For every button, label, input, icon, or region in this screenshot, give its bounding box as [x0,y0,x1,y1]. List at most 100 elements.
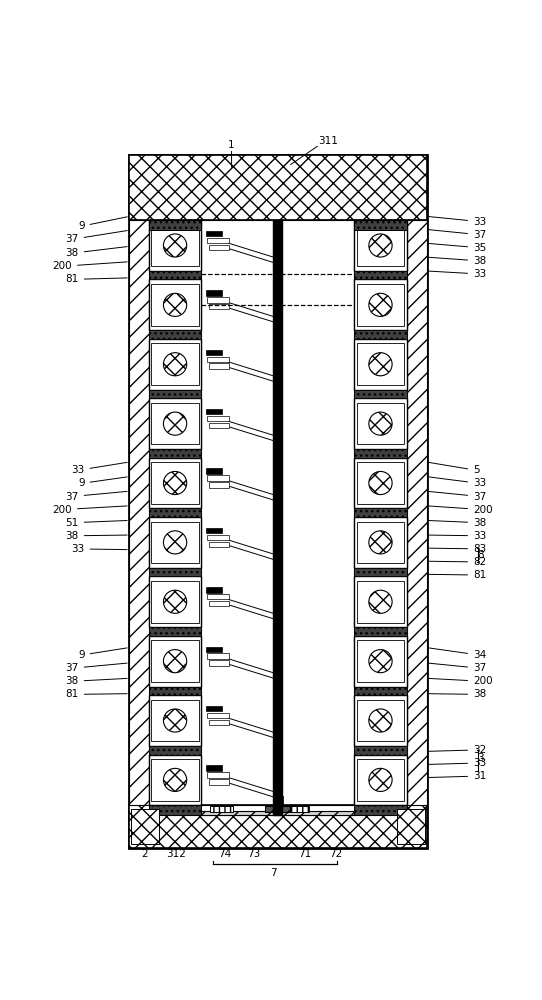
Bar [205,706,222,711]
Bar [149,390,201,398]
Text: 200: 200 [428,676,493,686]
Text: 37: 37 [428,230,486,240]
Text: 37: 37 [66,663,127,673]
Ellipse shape [164,234,186,257]
Bar [151,640,199,682]
Bar [357,640,404,682]
Text: 81: 81 [428,570,486,580]
Text: 38: 38 [428,256,486,266]
Bar [357,462,404,504]
Bar [357,759,404,801]
Bar [149,746,201,755]
Bar [209,423,229,428]
Bar [131,809,159,844]
Bar [354,220,406,230]
Ellipse shape [369,590,392,613]
Bar [149,508,201,517]
Bar [149,271,201,279]
Text: 5: 5 [428,462,480,475]
Bar [354,636,406,687]
Bar [205,290,222,296]
Bar [128,805,427,848]
Bar [354,576,406,627]
Bar [406,220,427,805]
Text: 37: 37 [428,491,486,502]
Bar [207,772,229,778]
Text: 33: 33 [72,544,127,554]
Ellipse shape [369,531,392,554]
Bar [354,508,406,517]
Bar [149,339,201,390]
Bar [207,594,229,599]
Bar [201,220,354,805]
Ellipse shape [164,353,186,376]
Bar [205,350,222,355]
Text: 38: 38 [66,247,127,258]
Text: 33: 33 [428,758,486,768]
Bar [149,220,201,271]
Text: 33: 33 [72,462,127,475]
Bar [128,155,427,220]
Bar [149,805,201,815]
Bar [149,517,201,568]
Text: 9: 9 [78,217,127,231]
Bar [207,297,229,303]
Text: 31: 31 [428,771,486,781]
Bar [354,746,406,755]
Bar [273,805,282,815]
Bar [354,449,406,458]
Bar [128,220,149,805]
Bar [357,403,404,444]
Bar [209,601,229,606]
Text: 37: 37 [428,663,486,673]
Text: 38: 38 [428,518,486,528]
Bar [205,231,222,236]
Ellipse shape [164,768,186,791]
Bar [354,398,406,449]
Text: 312: 312 [166,849,186,859]
Bar [151,343,199,385]
Text: 81: 81 [66,274,127,284]
Ellipse shape [164,531,186,554]
Bar [354,805,406,815]
Text: 82: 82 [428,557,486,567]
Text: 34: 34 [428,648,486,660]
Bar [151,462,199,504]
Text: 33: 33 [428,269,486,279]
Bar [354,568,406,576]
Bar [397,809,425,844]
Bar [357,522,404,563]
Text: 200: 200 [428,505,493,515]
Text: 8: 8 [477,550,483,560]
Bar [151,403,199,444]
Text: 1: 1 [228,140,235,150]
Bar [205,528,222,533]
Bar [273,220,282,805]
Ellipse shape [369,650,392,673]
Text: 35: 35 [428,243,486,253]
Bar [354,695,406,746]
Ellipse shape [369,471,392,495]
Bar [205,587,222,593]
Bar [357,700,404,741]
Bar [149,805,406,815]
Bar [205,409,222,414]
Bar [209,304,229,309]
Bar [354,755,406,805]
Bar [209,363,229,369]
Bar [149,398,201,449]
Text: 32: 32 [428,745,486,755]
Text: 38: 38 [66,531,127,541]
Text: 38: 38 [428,689,486,699]
Text: 3: 3 [477,753,483,763]
Ellipse shape [164,293,186,316]
Ellipse shape [164,412,186,435]
Bar [209,660,229,666]
Bar [149,449,201,458]
Bar [149,755,201,805]
Bar [151,700,199,741]
Text: 311: 311 [318,136,338,146]
Text: 81: 81 [66,689,127,699]
Text: 73: 73 [247,849,261,859]
Bar [354,517,406,568]
